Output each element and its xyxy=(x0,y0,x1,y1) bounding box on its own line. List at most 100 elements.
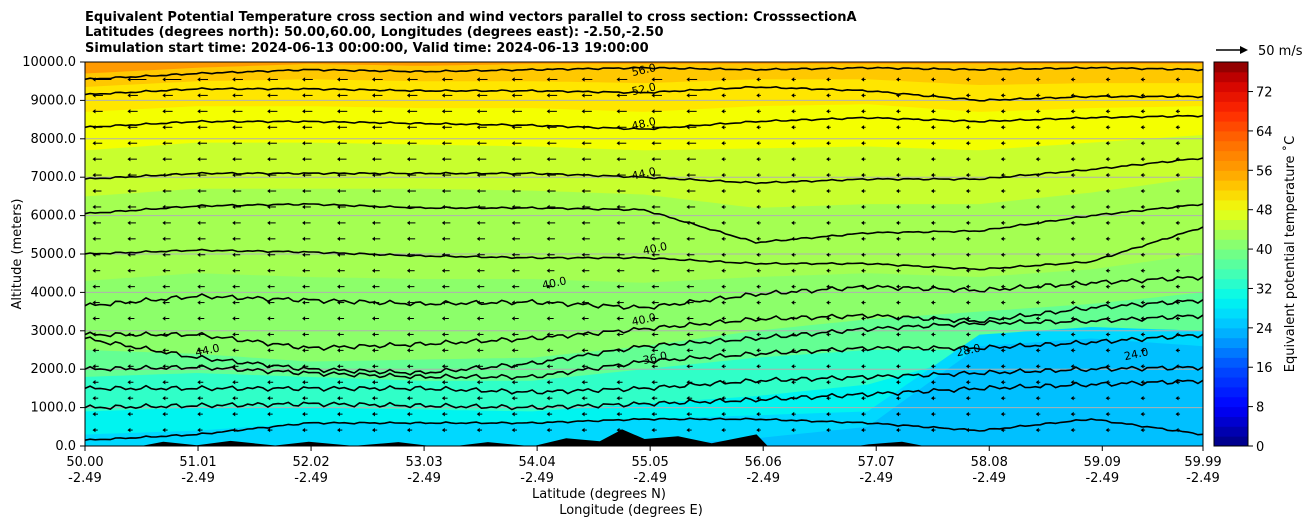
wind-vector-head-245 xyxy=(441,204,445,210)
wind-vector-head-479 xyxy=(791,141,795,146)
contour-label-8: 44.0 xyxy=(194,342,221,360)
wind-vector-head-459 xyxy=(756,93,760,98)
wind-vector-head-364 xyxy=(616,141,620,146)
contour-label-9: 36.0 xyxy=(642,349,669,367)
wind-vector-head-637 xyxy=(1035,188,1039,194)
contour-line-7 xyxy=(85,299,1203,352)
wind-vector-head-282 xyxy=(511,348,515,353)
wind-vector-head-455 xyxy=(756,156,760,162)
y-axis: 0.0 1000.0 2000.0 3000.0 4000.0 5000.0 6000.0 7… xyxy=(22,55,85,454)
wind-vector-head-404 xyxy=(686,236,690,242)
wind-vector-head-496 xyxy=(826,236,830,242)
wind-vector-head-151 xyxy=(302,236,306,242)
wind-vector-head-294 xyxy=(511,156,515,162)
wind-vector-head-453 xyxy=(756,188,760,194)
wind-vector-head-705 xyxy=(1140,204,1144,210)
wind-vector-head-401 xyxy=(686,284,690,289)
wind-vector-head-508 xyxy=(861,411,865,417)
wind-vector-head-391 xyxy=(651,77,655,82)
wind-vector-head-700 xyxy=(1140,284,1144,289)
wind-vector-head-351 xyxy=(616,348,620,353)
wind-vector-head-470 xyxy=(791,284,795,289)
contour-label-0: 56.0 xyxy=(630,61,657,79)
wind-vector-head-513 xyxy=(861,332,865,337)
wind-vector-head-701 xyxy=(1140,268,1144,273)
wind-vector-head-516 xyxy=(861,284,865,289)
wind-vector-head-235 xyxy=(441,364,445,369)
wind-vector-head-122 xyxy=(267,332,271,337)
wind-vector-head-50 xyxy=(162,380,166,385)
colorbar-segment-27 xyxy=(1214,170,1248,181)
wind-vector-head-643 xyxy=(1035,93,1039,98)
wind-vector-head-109 xyxy=(232,172,236,178)
wind-vector-head-222 xyxy=(406,204,410,210)
x-tick-lat-label-2: 52.02 xyxy=(292,455,329,470)
wind-vector-head-554 xyxy=(930,411,934,417)
wind-vector-head-422 xyxy=(721,316,725,321)
wind-vector-head-642 xyxy=(1035,109,1039,114)
wind-vector-head-458 xyxy=(756,109,760,114)
wind-vector-head-511 xyxy=(861,364,865,369)
wind-vector-head-43 xyxy=(127,125,131,130)
wind-vector-head-369 xyxy=(651,427,655,433)
wind-vector-head-540 xyxy=(896,268,900,273)
wind-vector-head-321 xyxy=(546,93,550,98)
wind-vector-head-485 xyxy=(826,411,830,417)
wind-vector-head-380 xyxy=(651,252,655,257)
wind-vector-head-644 xyxy=(1035,77,1039,82)
wind-vector-head-675 xyxy=(1105,316,1109,321)
wind-vector-head-239 xyxy=(441,300,445,305)
wind-vector-head-621 xyxy=(1000,77,1004,82)
colorbar-tick-label-4: 32 xyxy=(1256,282,1273,297)
wind-vector-head-686 xyxy=(1105,141,1109,146)
x-axis: 50.00-2.4951.01-2.4952.02-2.4953.03-2.49… xyxy=(66,446,1222,486)
wind-vector-head-576 xyxy=(965,427,969,433)
wind-vector-head-659 xyxy=(1070,204,1074,210)
wind-vector-head-48 xyxy=(162,411,166,417)
wind-vector-head-537 xyxy=(896,316,900,321)
wind-vector-head-214 xyxy=(406,332,410,337)
wind-vector-head-713 xyxy=(1140,77,1144,82)
wind-vector-head-143 xyxy=(302,364,306,369)
wind-vector-head-532 xyxy=(896,395,900,401)
wind-vector-head-205 xyxy=(371,109,375,114)
wind-vector-head-361 xyxy=(616,188,620,194)
y-tick-label-4: 4000.0 xyxy=(31,285,77,300)
wind-vector-head-25 xyxy=(127,411,131,417)
x-tick-lon-label-7: -2.49 xyxy=(859,471,893,486)
wind-vector-head-655 xyxy=(1070,268,1074,273)
wind-vector-head-346 xyxy=(616,427,620,433)
wind-vector-head-329 xyxy=(581,332,585,337)
wind-vector-head-490 xyxy=(826,332,830,337)
wind-vector-head-529 xyxy=(861,77,865,82)
wind-vector-head-620 xyxy=(1000,93,1004,98)
x-tick-lat-label-7: 57.07 xyxy=(858,455,895,470)
wind-vector-head-619 xyxy=(1000,109,1004,114)
wind-vector-head-472 xyxy=(791,252,795,257)
wind-vector-head-733 xyxy=(1175,125,1179,130)
wind-vector-head-275 xyxy=(476,93,480,98)
wind-vector-head-217 xyxy=(406,284,410,289)
wind-vector-head-693 xyxy=(1140,395,1144,401)
wind-vector-head-98 xyxy=(232,348,236,353)
wind-vector-head-684 xyxy=(1105,172,1109,178)
wind-vector-head-147 xyxy=(302,300,306,305)
wind-vector-head-63 xyxy=(162,172,166,178)
wind-vector-head-158 xyxy=(302,125,306,130)
wind-vector-head-188 xyxy=(371,380,375,385)
colorbar-segment-4 xyxy=(1214,396,1248,408)
wind-vector-head-244 xyxy=(441,220,445,226)
wind-vector-head-664 xyxy=(1070,125,1074,130)
colorbar-segment-32 xyxy=(1214,121,1248,132)
wind-vector-head-663 xyxy=(1070,141,1074,146)
wind-vector-head-399 xyxy=(686,316,690,321)
wind-vector-head-731 xyxy=(1175,156,1179,162)
wind-vector-head-668 xyxy=(1105,427,1109,433)
wind-vector-head-137 xyxy=(267,93,271,98)
wind-vector-head-676 xyxy=(1105,300,1109,305)
wind-vector-head-330 xyxy=(581,316,585,321)
wind-vector-head-724 xyxy=(1175,268,1179,273)
wind-vector-head-506 xyxy=(826,77,830,82)
wind-vector-head-541 xyxy=(896,252,900,257)
wind-vector-head-559 xyxy=(930,332,934,337)
